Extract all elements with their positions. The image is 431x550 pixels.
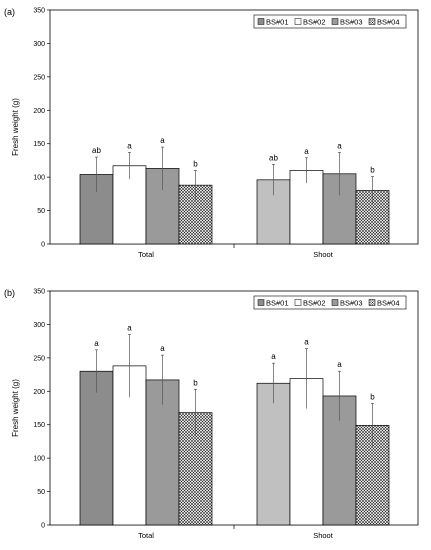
y-tick-label: 0	[41, 242, 45, 249]
y-tick-label: 100	[33, 456, 45, 463]
significance-label: a	[127, 323, 132, 332]
legend: BS#01 BS#02 BS#03 BS#04	[253, 295, 407, 310]
significance-label: a	[271, 352, 276, 361]
significance-label: a	[160, 344, 165, 353]
legend-label: BS#03	[340, 17, 363, 26]
panel-label: (b)	[4, 288, 15, 298]
category-label: Shoot	[313, 531, 334, 540]
legend-swatch	[294, 299, 302, 306]
legend-box	[253, 295, 407, 310]
significance-label: a	[160, 136, 165, 145]
legend-swatch	[368, 299, 376, 306]
bar-BS01-total	[79, 370, 114, 526]
legend: BS#01 BS#02 BS#03 BS#04	[253, 14, 407, 29]
y-tick-label: 300	[33, 41, 45, 48]
significance-label: b	[370, 165, 375, 174]
significance-label: a	[337, 360, 342, 369]
significance-label: a	[304, 147, 309, 156]
y-tick-label: 50	[37, 208, 45, 215]
significance-label: ab	[269, 153, 278, 162]
significance-label: a	[127, 141, 132, 150]
y-tick-label: 250	[33, 355, 45, 362]
y-axis-label: Fresh weight (g)	[11, 98, 20, 156]
y-tick-label: 0	[41, 523, 45, 530]
legend-box	[253, 14, 407, 29]
legend-label: BS#03	[340, 298, 363, 307]
significance-label: ab	[92, 146, 101, 155]
legend-label: BS#04	[377, 17, 400, 26]
y-tick-label: 150	[33, 141, 45, 148]
significance-label: a	[337, 141, 342, 150]
legend-swatch	[257, 299, 265, 306]
legend-swatch	[294, 18, 302, 25]
y-tick-label: 350	[33, 289, 45, 296]
legend-swatch	[331, 299, 339, 306]
y-tick-label: 150	[33, 422, 45, 429]
y-tick-label: 300	[33, 322, 45, 329]
legend-label: BS#04	[377, 298, 400, 307]
legend-label: BS#02	[303, 17, 326, 26]
significance-label: b	[193, 159, 198, 168]
legend-swatch	[331, 18, 339, 25]
y-tick-label: 200	[33, 108, 45, 115]
significance-label: b	[370, 392, 375, 401]
significance-label: a	[304, 337, 309, 346]
legend-label: BS#01	[266, 17, 289, 26]
chart-panel-1: (a) Fresh weight (g) 0 50 100 150 200 250 300 350…	[4, 7, 419, 259]
y-tick-label: 200	[33, 389, 45, 396]
y-axis-label: Fresh weight (g)	[11, 379, 20, 437]
legend-label: BS#01	[266, 298, 289, 307]
legend-swatch	[368, 18, 376, 25]
significance-label: b	[193, 378, 198, 387]
legend-label: BS#02	[303, 298, 326, 307]
chart-panel-2: (b) Fresh weight (g) 0 50 100 150 200 250 300 350…	[4, 288, 419, 540]
legend-swatch	[257, 18, 265, 25]
y-tick-label: 100	[33, 175, 45, 182]
y-tick-label: 250	[33, 74, 45, 81]
y-tick-label: 350	[33, 8, 45, 15]
bar-BS01-shoot	[256, 382, 291, 526]
y-tick-label: 50	[37, 489, 45, 496]
bar-BS04-shoot	[355, 425, 390, 526]
category-label: Total	[138, 250, 154, 259]
category-label: Shoot	[313, 250, 334, 259]
significance-label: a	[94, 339, 99, 348]
panel-label: (a)	[4, 7, 15, 17]
category-label: Total	[138, 531, 154, 540]
